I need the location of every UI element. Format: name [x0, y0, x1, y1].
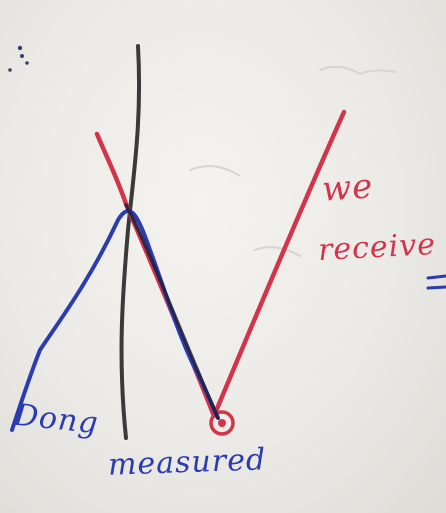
red-annotation-line2: receive	[317, 226, 437, 269]
blue-annotation-line2: measured	[107, 442, 267, 483]
red-annotation-line1: we	[320, 166, 375, 210]
black-vertical-line	[119, 44, 142, 440]
blue-curve	[10, 209, 220, 432]
red-minimum-dot	[218, 419, 226, 427]
faint-background-marks	[189, 65, 396, 257]
overlap-segment	[124, 203, 220, 420]
blue-edge-mark	[426, 274, 446, 290]
red-minimum-circle	[209, 410, 235, 436]
marker-specks	[8, 45, 29, 72]
